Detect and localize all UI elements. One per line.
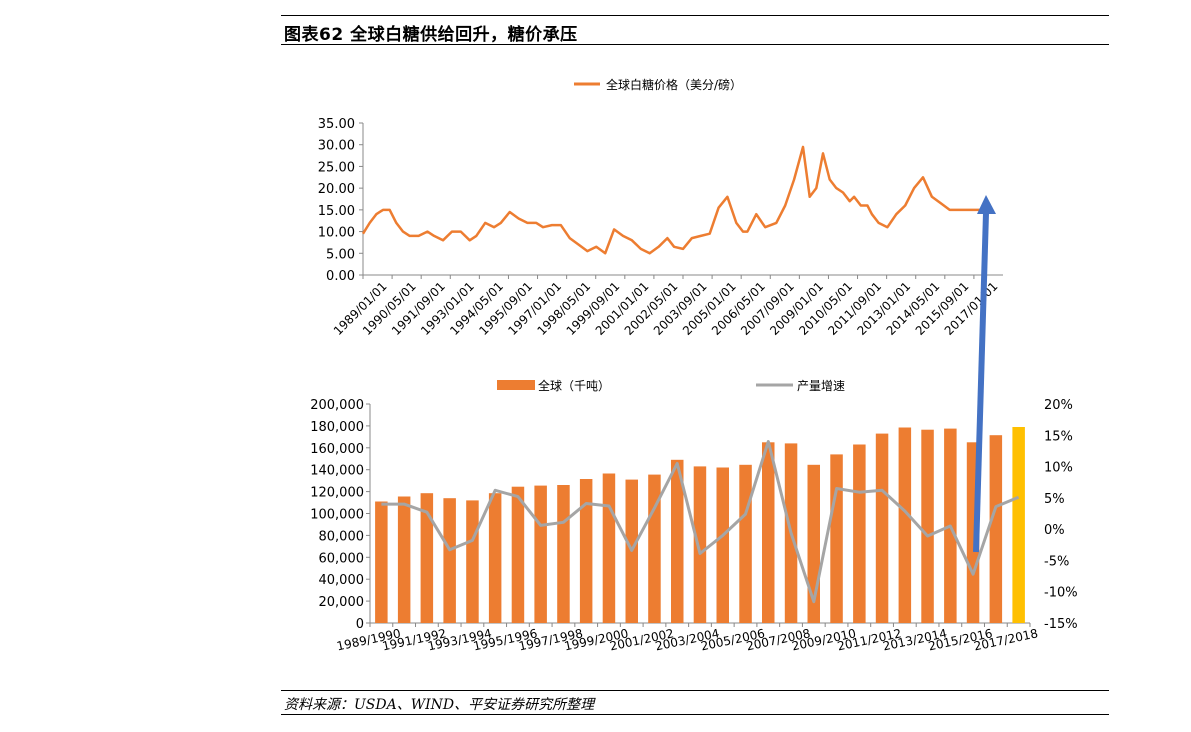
production-y-tick-label: 180,000: [310, 420, 364, 435]
production-y-tick-label: 40,000: [319, 573, 365, 588]
production-bar: [397, 496, 411, 623]
price-line: [361, 145, 992, 255]
growth-legend-label: 产量增速: [797, 379, 845, 393]
production-bar: [1012, 427, 1025, 623]
growth-y-tick-label: 10%: [1044, 461, 1073, 476]
price-axes: 35.0030.0025.0020.0015.0010.005.000.0019…: [318, 117, 1003, 338]
figure-source: 资料来源：USDA、WIND、平安证券研究所整理: [284, 697, 595, 713]
production-legend-swatch: [497, 380, 535, 390]
production-bar: [579, 479, 593, 623]
production-bar: [602, 473, 616, 623]
production-y-tick-label: 200,000: [310, 398, 364, 413]
production-bar: [443, 498, 456, 623]
trend-arrow-shaft: [973, 212, 989, 553]
production-bar: [693, 466, 707, 623]
production-y-tick-label: 20,000: [319, 595, 365, 610]
growth-y-tick-label: 20%: [1044, 398, 1073, 413]
production-legend: 全球（千吨） 产量增速: [497, 378, 845, 393]
growth-line: [381, 440, 1020, 604]
production-bar: [375, 501, 388, 623]
trend-arrow: [973, 195, 996, 553]
production-bars: [375, 427, 1025, 623]
production-bar: [898, 427, 912, 623]
price-y-tick-label: 25.00: [318, 160, 355, 175]
production-bar: [989, 435, 1003, 623]
production-y-tick-label: 80,000: [319, 529, 365, 544]
price-y-tick-label: 5.00: [326, 247, 355, 262]
price-legend-label: 全球白糖价格（美分/磅）: [606, 77, 742, 92]
price-series: [361, 145, 992, 255]
price-y-tick-label: 15.00: [318, 204, 355, 219]
production-bar: [875, 433, 889, 623]
production-y-tick-label: 60,000: [319, 551, 365, 566]
figure-title: 图表62 全球白糖供给回升，糖价承压: [284, 25, 578, 45]
production-y-tick-label: 100,000: [310, 508, 364, 523]
production-bar: [921, 429, 934, 623]
growth-y-tick-label: -15%: [1044, 617, 1078, 632]
production-bar: [853, 444, 866, 623]
production-y-tick-label: 140,000: [310, 464, 364, 479]
growth-series: [381, 440, 1020, 604]
growth-y-tick-label: 0%: [1044, 523, 1065, 538]
production-bar: [511, 486, 525, 623]
price-y-tick-label: 0.00: [326, 269, 355, 284]
production-bar: [557, 485, 570, 623]
production-bar: [534, 485, 547, 623]
production-bar: [488, 493, 502, 623]
price-y-tick-label: 35.00: [318, 117, 355, 132]
growth-y-tick-label: 5%: [1044, 492, 1065, 507]
price-legend: 全球白糖价格（美分/磅）: [574, 77, 742, 92]
growth-y-tick-label: -10%: [1044, 586, 1078, 601]
production-bar: [739, 464, 752, 623]
production-bar: [762, 442, 775, 623]
production-y-tick-label: 160,000: [310, 442, 364, 457]
trend-arrow-head: [977, 195, 996, 214]
growth-y-tick-label: 15%: [1044, 429, 1073, 444]
growth-y-tick-label: -5%: [1044, 554, 1069, 569]
production-bar: [671, 459, 684, 623]
production-y-tick-label: 120,000: [310, 486, 364, 501]
production-bar: [830, 454, 843, 623]
price-y-tick-label: 10.00: [318, 226, 355, 241]
production-bar: [420, 493, 434, 623]
price-y-tick-label: 30.00: [318, 139, 355, 154]
production-y-tick-label: 0: [356, 617, 364, 632]
production-bar: [466, 500, 479, 623]
production-legend-label: 全球（千吨）: [538, 378, 610, 393]
production-bar: [716, 467, 729, 623]
price-y-tick-label: 20.00: [318, 182, 355, 197]
